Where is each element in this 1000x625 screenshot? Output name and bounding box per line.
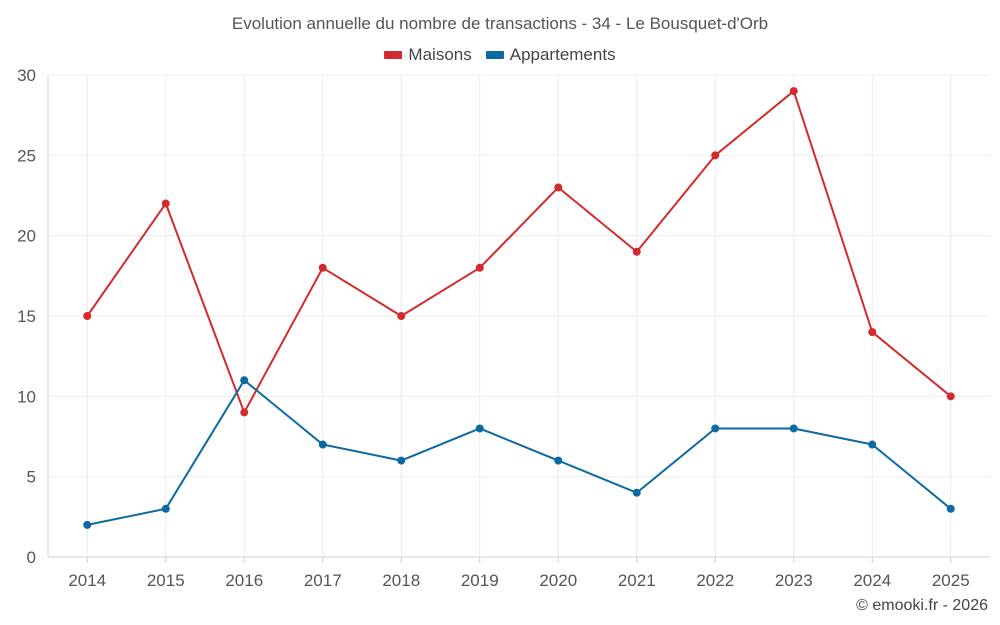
- series-line-maisons: [86, 90, 952, 414]
- data-point-maisons: [475, 263, 484, 272]
- data-point-appartements: [868, 440, 877, 449]
- x-tick-label: 2023: [775, 571, 813, 590]
- data-point-maisons: [397, 312, 406, 320]
- legend-swatch-appartements: [485, 51, 504, 59]
- data-point-maisons: [632, 247, 641, 256]
- legend: Maisons Appartements: [0, 45, 1000, 65]
- data-point-appartements: [946, 504, 955, 513]
- credit-text: © emooki.fr - 2026: [856, 597, 988, 614]
- y-tick-label: 5: [27, 468, 36, 487]
- data-point-maisons: [554, 183, 563, 192]
- x-tick-label: 2022: [696, 571, 734, 590]
- x-tick-label: 2014: [68, 571, 106, 590]
- data-point-maisons: [318, 263, 327, 272]
- x-tick-label: 2015: [147, 571, 185, 590]
- data-point-maisons: [240, 408, 249, 417]
- legend-swatch-maisons: [384, 51, 403, 59]
- legend-item-maisons[interactable]: Maisons: [384, 45, 472, 65]
- x-tick-label: 2025: [932, 571, 970, 590]
- legend-item-appartements[interactable]: Appartements: [485, 45, 616, 65]
- x-tick-label: 2024: [853, 571, 891, 590]
- data-point-appartements: [83, 520, 92, 529]
- legend-label-maisons: Maisons: [408, 45, 472, 64]
- data-point-appartements: [554, 456, 563, 465]
- data-point-maisons: [946, 392, 955, 401]
- data-point-appartements: [789, 424, 798, 433]
- data-point-appartements: [397, 456, 406, 465]
- data-point-appartements: [475, 424, 484, 433]
- data-point-appartements: [318, 440, 327, 449]
- data-point-appartements: [711, 424, 720, 433]
- data-point-maisons: [789, 87, 798, 96]
- y-tick-label: 20: [17, 227, 36, 246]
- data-point-maisons: [711, 151, 720, 160]
- x-tick-label: 2016: [225, 571, 263, 590]
- y-tick-label: 30: [17, 66, 36, 85]
- y-tick-label: 0: [27, 548, 36, 567]
- data-point-maisons: [868, 328, 877, 337]
- x-tick-label: 2017: [304, 571, 342, 590]
- data-point-appartements: [161, 504, 170, 513]
- y-tick-label: 15: [17, 307, 36, 326]
- x-tick-label: 2021: [618, 571, 656, 590]
- data-point-appartements: [632, 488, 641, 497]
- series-line-appartements: [87, 379, 952, 526]
- x-tick-label: 2019: [461, 571, 499, 590]
- x-tick-label: 2018: [382, 571, 420, 590]
- data-point-maisons: [83, 312, 92, 320]
- y-tick-label: 25: [17, 146, 36, 165]
- chart-title: Evolution annuelle du nombre de transact…: [231, 14, 769, 33]
- legend-label-appartements: Appartements: [509, 45, 616, 64]
- x-tick-label: 2020: [539, 571, 577, 590]
- y-tick-label: 10: [17, 387, 36, 406]
- data-point-appartements: [240, 376, 249, 385]
- data-point-maisons: [161, 199, 170, 208]
